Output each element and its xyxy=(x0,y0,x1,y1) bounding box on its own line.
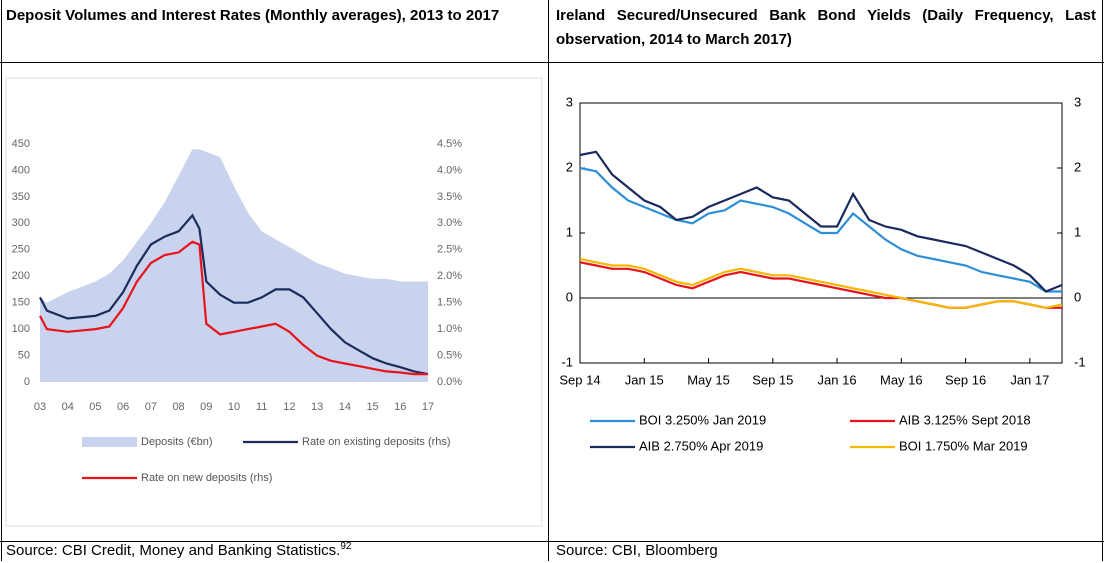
legend-label: Rate on new deposits (rhs) xyxy=(141,472,272,484)
x-tick-label: Jan 16 xyxy=(818,372,857,387)
header-cell: Deposit Volumes and Interest Rates (Mont… xyxy=(6,7,500,24)
y2-tick-label: 2.0% xyxy=(437,270,462,282)
x-tick-label: 07 xyxy=(145,401,157,413)
y-tick-label: 100 xyxy=(12,323,30,335)
table-border xyxy=(548,0,549,561)
chart-frame xyxy=(5,77,543,527)
y2-tick-label: 3.5% xyxy=(437,191,462,203)
y-tick-label: 50 xyxy=(18,349,30,361)
y2-tick-label: 3.0% xyxy=(437,217,462,229)
table-border xyxy=(0,62,1104,63)
x-tick-label: 09 xyxy=(200,401,212,413)
legend-label: AIB 3.125% Sept 2018 xyxy=(899,412,1031,427)
x-tick-label: Jan 17 xyxy=(1010,372,1049,387)
area xyxy=(40,149,428,382)
y-tick-label: 2 xyxy=(566,159,573,174)
source-text: Source: CBI Credit, Money and Banking St… xyxy=(6,542,341,559)
y-tick-label: 0 xyxy=(24,376,30,388)
line xyxy=(39,240,428,376)
line xyxy=(579,261,1062,309)
x-tick-label: 05 xyxy=(89,401,101,413)
y2-tick-label: 2 xyxy=(1074,159,1081,174)
x-tick-label: Sep 14 xyxy=(559,372,600,387)
x-tick-label: Sep 15 xyxy=(752,372,793,387)
x-tick-label: 08 xyxy=(172,401,184,413)
y-tick-label: 400 xyxy=(12,164,30,176)
y-tick-label: 250 xyxy=(12,244,30,256)
y2-tick-label: 4.5% xyxy=(437,138,462,150)
legend-label: AIB 2.750% Apr 2019 xyxy=(639,438,763,453)
y-tick-label: 3 xyxy=(566,94,573,109)
x-tick-label: 10 xyxy=(228,401,240,413)
y2-tick-label: 0.0% xyxy=(437,376,462,388)
y2-tick-label: 2.5% xyxy=(437,244,462,256)
x-tick-label: Jan 15 xyxy=(625,372,664,387)
table-border xyxy=(1,0,2,561)
y2-tick-label: 3 xyxy=(1074,94,1081,109)
source-cell: Source: CBI, Bloomberg xyxy=(556,542,718,559)
x-tick-label: 06 xyxy=(117,401,129,413)
header-cell: Ireland Secured/Unsecured Bank Bond Yiel… xyxy=(556,7,1096,48)
legend-label: BOI 3.250% Jan 2019 xyxy=(639,412,766,427)
x-tick-label: 12 xyxy=(283,401,295,413)
footnote-ref: 92 xyxy=(340,541,352,552)
x-tick-label: May 16 xyxy=(880,372,923,387)
source-cell: Source: CBI Credit, Money and Banking St… xyxy=(6,539,351,563)
table-border xyxy=(1102,0,1103,561)
line xyxy=(579,150,1063,293)
y-tick-label: 450 xyxy=(12,138,30,150)
legend-label: Rate on existing deposits (rhs) xyxy=(302,436,451,448)
y2-tick-label: 0 xyxy=(1074,289,1081,304)
y2-tick-label: 1.0% xyxy=(437,323,462,335)
y-tick-label: 1 xyxy=(566,224,573,239)
y2-tick-label: -1 xyxy=(1074,354,1086,369)
y2-tick-label: 4.0% xyxy=(437,164,462,176)
y-tick-label: 300 xyxy=(12,217,30,229)
y2-tick-label: 0.5% xyxy=(437,349,462,361)
x-tick-label: 04 xyxy=(62,401,74,413)
legend-label: Deposits (€bn) xyxy=(141,436,213,448)
y2-tick-label: 1.5% xyxy=(437,297,462,309)
line xyxy=(39,213,429,376)
x-tick-label: 17 xyxy=(422,401,434,413)
y-tick-label: 150 xyxy=(12,297,30,309)
line xyxy=(579,257,1063,309)
x-tick-label: May 15 xyxy=(687,372,730,387)
y-tick-label: 350 xyxy=(12,191,30,203)
x-tick-label: Sep 16 xyxy=(945,372,986,387)
y-tick-label: 200 xyxy=(12,270,30,282)
y-tick-label: 0 xyxy=(566,289,573,304)
legend-label: BOI 1.750% Mar 2019 xyxy=(899,438,1028,453)
y-tick-label: -1 xyxy=(561,354,573,369)
x-tick-label: 16 xyxy=(394,401,406,413)
x-tick-label: 03 xyxy=(34,401,46,413)
x-tick-label: 13 xyxy=(311,401,323,413)
y2-tick-label: 1 xyxy=(1074,224,1081,239)
x-tick-label: 14 xyxy=(339,401,351,413)
x-tick-label: 11 xyxy=(256,401,267,413)
x-tick-label: 15 xyxy=(366,401,378,413)
legend-swatch xyxy=(82,437,137,447)
line xyxy=(579,166,1062,293)
table-border xyxy=(0,541,1104,542)
